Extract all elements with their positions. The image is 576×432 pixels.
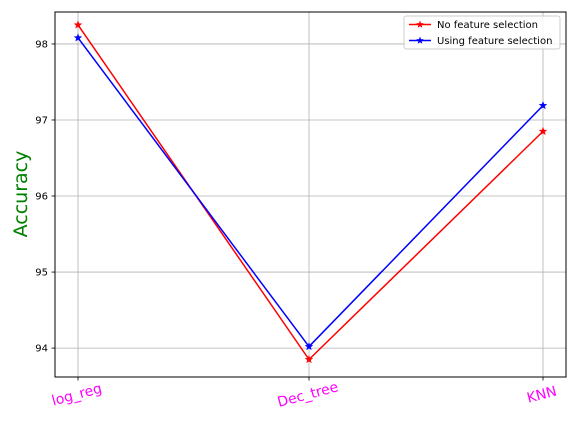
data-point-star (73, 33, 83, 42)
legend-label: No feature selection (437, 20, 538, 31)
legend-entry: Using feature selection (409, 36, 552, 47)
y-tick-label: 96 (35, 192, 48, 203)
legend-label: Using feature selection (437, 36, 552, 47)
data-point-star (304, 342, 314, 351)
plot-frame (54, 11, 567, 378)
y-axis-label: Accuracy (10, 151, 32, 238)
legend: No feature selection Using feature select… (403, 15, 561, 50)
y-tick-label: 94 (35, 344, 48, 355)
y-tick-label: 97 (35, 115, 48, 126)
data-point-star (304, 354, 314, 364)
legend-frame (403, 15, 561, 50)
plot-background (55, 12, 566, 377)
data-point-star (73, 20, 83, 29)
y-tick-label: 95 (35, 268, 48, 279)
legend-star-marker (416, 20, 424, 28)
series-2 (73, 33, 548, 351)
series-group (73, 20, 548, 364)
legend-star-marker (416, 36, 424, 44)
y-tick-label: 98 (35, 39, 48, 50)
series-1 (73, 20, 548, 364)
x-tick-label: log_reg (50, 381, 104, 410)
data-point-star (538, 100, 548, 110)
data-point-star (538, 126, 548, 136)
x-tick-label: Dec_tree (276, 379, 340, 411)
x-tick-label: KNN (525, 384, 558, 407)
legend-entry: No feature selection (409, 20, 538, 31)
